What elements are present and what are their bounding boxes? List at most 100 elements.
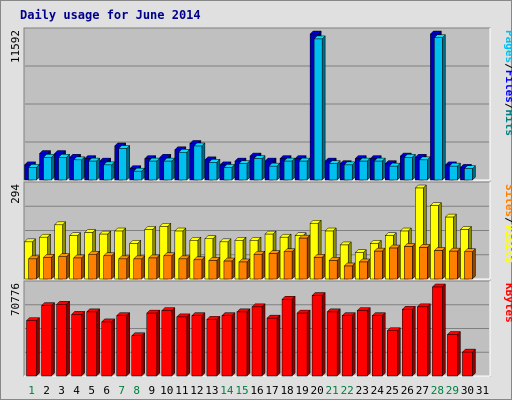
bar-sites-day-26-face xyxy=(404,246,413,280)
bar-sites-day-22-face xyxy=(343,265,353,280)
bar-kbytes-day-17 xyxy=(266,314,281,377)
bar-files-day-22-side xyxy=(351,161,356,181)
x-tick-label-7: 7 xyxy=(118,384,125,397)
bar-kbytes-day-13-face xyxy=(206,319,218,377)
bar-files-day-29-side xyxy=(457,162,461,181)
bar-kbytes-day-14-side xyxy=(231,312,236,377)
bar-files-day-11 xyxy=(178,148,191,181)
bar-sites-day-7 xyxy=(118,255,131,280)
bar-kbytes-day-20-face xyxy=(311,295,323,377)
bar-sites-day-1 xyxy=(27,255,41,280)
bar-sites-day-20 xyxy=(313,253,326,280)
bar-files-day-1-face xyxy=(28,167,37,181)
bar-sites-day-29 xyxy=(448,247,462,280)
legend-files: Files xyxy=(503,70,512,103)
bar-sites-day-18 xyxy=(283,248,296,280)
bar-kbytes-day-30-face xyxy=(462,351,473,377)
x-tick-label-2: 2 xyxy=(43,384,50,397)
x-tick-label-10: 10 xyxy=(160,384,173,397)
bar-sites-day-8-face xyxy=(133,258,142,280)
bar-files-day-15-side xyxy=(246,160,251,181)
bar-files-day-18-side xyxy=(291,157,296,181)
bar-sites-day-5-side xyxy=(96,250,100,280)
bar-sites-day-11 xyxy=(178,255,191,280)
bar-files-day-23-face xyxy=(358,160,368,181)
bar-kbytes-day-16-side xyxy=(261,303,266,377)
bar-sites-day-7-face xyxy=(118,258,127,280)
bar-sites-day-28-side xyxy=(442,246,446,280)
bar-kbytes-day-20 xyxy=(311,291,326,377)
bar-files-day-21 xyxy=(328,160,341,181)
bar-kbytes-day-28-face xyxy=(432,286,443,377)
bar-files-day-29-face xyxy=(449,165,458,181)
bar-kbytes-day-25-face xyxy=(387,330,398,377)
bar-sites-day-19-face xyxy=(298,237,308,280)
y-tick-label: 294 xyxy=(9,184,22,204)
x-tick-label-28: 28 xyxy=(431,384,444,397)
bar-kbytes-day-22 xyxy=(341,312,356,377)
bar-files-day-27-face xyxy=(419,159,428,181)
bar-files-day-24 xyxy=(373,157,386,181)
bar-sites-day-2 xyxy=(42,253,56,280)
bar-sites-day-20-side xyxy=(321,253,326,280)
bar-sites-day-29-face xyxy=(449,250,458,280)
bar-kbytes-day-6 xyxy=(101,318,116,377)
bar-files-day-22 xyxy=(343,161,356,181)
bar-sites-day-24-face xyxy=(374,250,383,280)
bar-sites-day-13-face xyxy=(208,260,218,280)
bar-sites-day-2-face xyxy=(43,257,52,280)
bar-kbytes-day-1 xyxy=(25,317,41,377)
bar-kbytes-day-21-side xyxy=(336,308,341,377)
bar-files-day-19-side xyxy=(306,157,311,181)
bar-sites-day-26-side xyxy=(412,242,416,280)
bar-sites-day-1-side xyxy=(36,255,40,280)
bar-files-day-8 xyxy=(133,167,146,181)
x-tick-label-26: 26 xyxy=(401,384,414,397)
bar-kbytes-day-15-face xyxy=(236,311,248,377)
x-tick-label-13: 13 xyxy=(205,384,218,397)
bar-kbytes-day-18-face xyxy=(281,299,293,377)
bar-kbytes-day-25 xyxy=(386,327,401,377)
bar-sites-day-25-side xyxy=(397,244,401,280)
bar-kbytes-day-2 xyxy=(40,301,56,377)
bar-kbytes-day-15-side xyxy=(246,308,251,377)
bar-kbytes-day-10-face xyxy=(161,310,173,377)
y-legend-label: KBytes xyxy=(503,283,512,323)
bar-kbytes-day-3-side xyxy=(66,300,70,377)
bar-kbytes-day-4-face xyxy=(71,314,82,377)
bar-files-day-5-side xyxy=(96,157,100,181)
bar-sites-day-20-face xyxy=(313,257,323,280)
bar-sites-day-15-face xyxy=(238,261,248,280)
bar-files-day-12-face xyxy=(193,145,203,181)
bar-files-day-20-side xyxy=(321,35,326,181)
bar-kbytes-day-19 xyxy=(296,309,311,377)
bar-files-day-10-face xyxy=(163,160,173,181)
x-tick-label-14: 14 xyxy=(220,384,234,397)
x-tick-label-1: 1 xyxy=(28,384,35,397)
x-tick-label-12: 12 xyxy=(190,384,203,397)
bar-kbytes-day-7-face xyxy=(116,315,127,377)
legend-separator: / xyxy=(503,103,512,110)
bar-kbytes-day-1-side xyxy=(36,317,40,377)
x-tick-label-9: 9 xyxy=(148,384,155,397)
x-tick-label-21: 21 xyxy=(326,384,339,397)
bar-kbytes-day-4 xyxy=(71,310,86,377)
bar-kbytes-day-22-face xyxy=(341,315,353,377)
chart-title: Daily usage for June 2014 xyxy=(20,8,201,22)
bar-files-day-12-side xyxy=(201,142,206,181)
bar-sites-day-9-face xyxy=(148,257,158,280)
bar-files-day-10 xyxy=(163,157,176,181)
bar-sites-day-23-face xyxy=(358,261,368,280)
bar-sites-day-15-side xyxy=(246,258,251,280)
bar-kbytes-day-14 xyxy=(221,312,236,377)
bar-files-day-4 xyxy=(73,156,86,181)
bar-sites-day-17 xyxy=(268,250,281,280)
bar-kbytes-day-5 xyxy=(86,308,101,377)
bar-kbytes-day-19-side xyxy=(306,309,311,377)
bar-sites-day-5-face xyxy=(88,253,97,280)
bar-sites-day-23 xyxy=(358,258,371,280)
bar-sites-day-25 xyxy=(388,244,401,280)
bar-files-day-15 xyxy=(238,160,251,181)
bar-files-day-3-face xyxy=(58,157,67,181)
bar-files-day-11-side xyxy=(186,148,191,181)
